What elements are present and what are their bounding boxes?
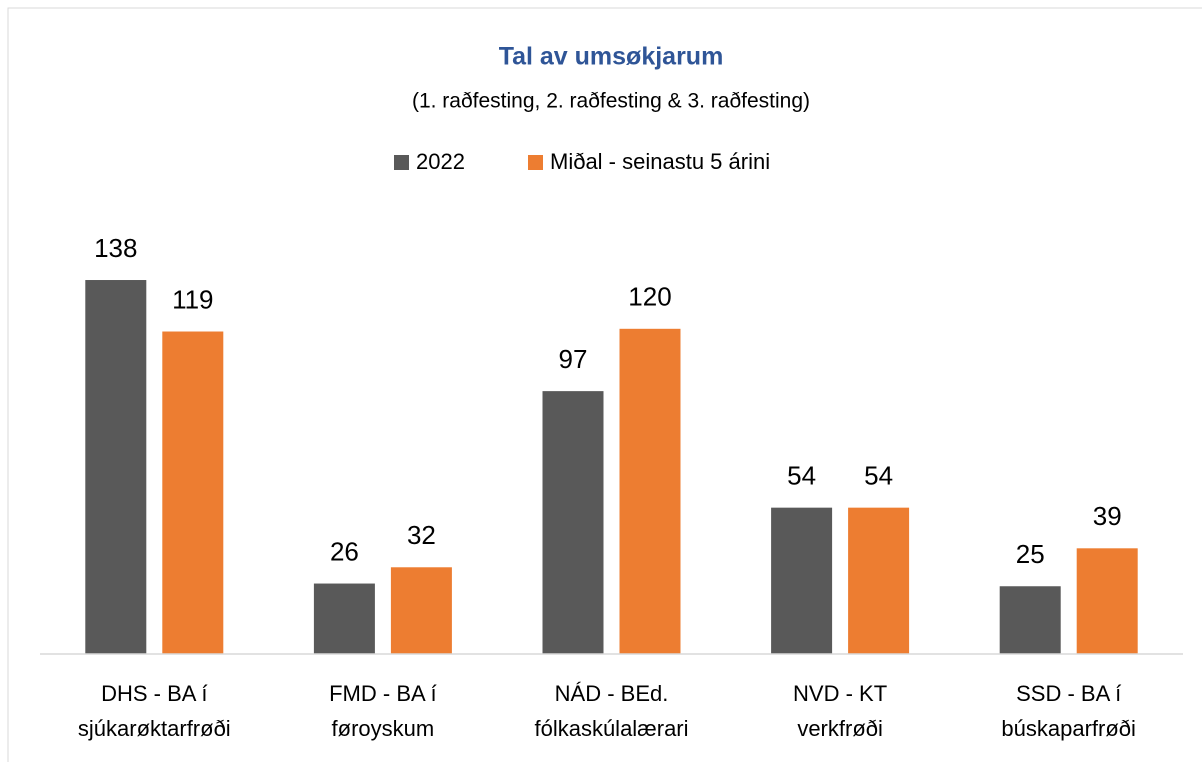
bar: [771, 507, 833, 654]
data-label: 26: [330, 536, 359, 566]
data-label: 25: [1016, 539, 1045, 569]
x-tick-label: NVD - KT verkfrøði: [793, 681, 888, 741]
chart-title: Tal av umsøkjarum: [499, 43, 724, 71]
x-tick-label: FMD - BA í føroyskum: [329, 681, 437, 741]
data-label: 54: [787, 461, 816, 491]
bar: [1076, 548, 1138, 654]
data-label: 119: [172, 284, 213, 314]
bar: [162, 331, 224, 654]
bar: [848, 507, 910, 654]
bar: [85, 280, 147, 654]
chart-subtitle: (1. raðfesting, 2. raðfesting & 3. raðfe…: [412, 90, 810, 113]
data-label: 54: [864, 461, 893, 491]
data-label: 138: [94, 233, 137, 263]
bar: [542, 391, 604, 654]
x-tick-label: DHS - BA í sjúkarøktarfrøði: [77, 681, 231, 741]
chart-border: [7, 7, 1202, 762]
bar: [390, 567, 452, 654]
legend-label: Miðal - seinastu 5 árini: [550, 149, 770, 174]
bar: [313, 583, 375, 654]
data-label: 97: [559, 344, 588, 374]
data-label: 39: [1093, 501, 1122, 531]
bar: [999, 586, 1061, 654]
legend-swatch: [394, 155, 409, 170]
x-tick-label: SSD - BA í búskaparfrøði: [1001, 681, 1136, 741]
legend-swatch: [528, 155, 543, 170]
data-label: 120: [628, 282, 671, 312]
bar: [619, 328, 681, 654]
x-tick-label: NÁD - BEd. fólkaskúlalærari: [534, 681, 689, 741]
legend-label: 2022: [416, 149, 465, 174]
data-label: 32: [407, 520, 436, 550]
